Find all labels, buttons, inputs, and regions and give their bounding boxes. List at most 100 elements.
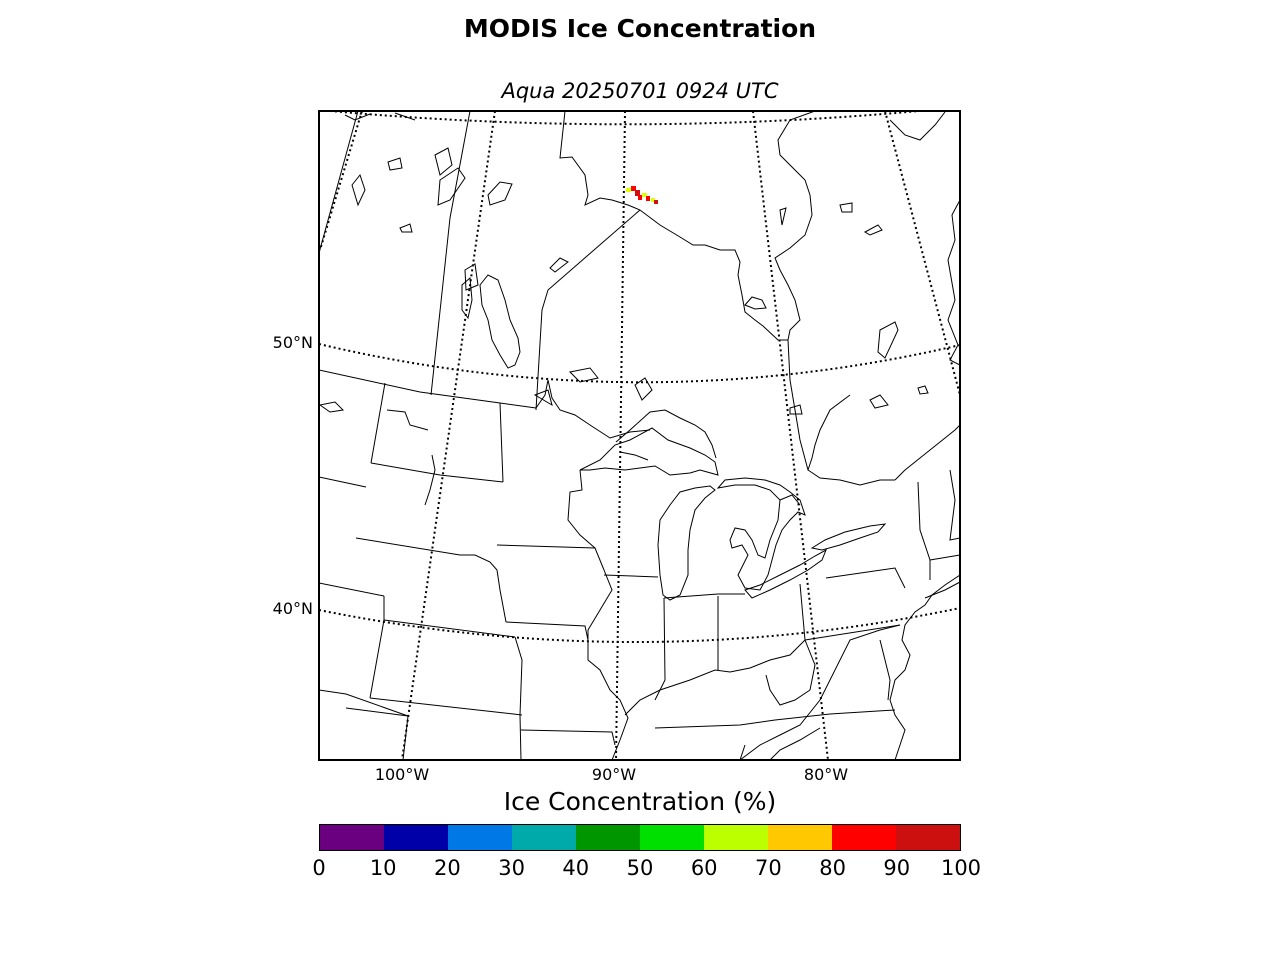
longitude-line-70w bbox=[884, 111, 960, 396]
alberta-lakes bbox=[319, 401, 345, 413]
quebec-lake-3 bbox=[877, 321, 899, 359]
lake-ontario bbox=[810, 523, 887, 551]
lake-nipigon bbox=[634, 377, 653, 401]
boundary-pa-ny bbox=[825, 567, 906, 589]
boundary-ne-ia bbox=[496, 569, 507, 623]
boundary-nm-ok bbox=[319, 689, 409, 760]
colorbar-segment bbox=[320, 825, 384, 850]
ice-pixel bbox=[654, 200, 658, 204]
colorbar-tick-label: 10 bbox=[369, 856, 397, 880]
colorbar-tick-label: 60 bbox=[690, 856, 718, 880]
longitude-label-100w: 100°W bbox=[374, 765, 430, 784]
colorbar-tick-label: 40 bbox=[562, 856, 590, 880]
graticule bbox=[319, 111, 960, 760]
lake-erie bbox=[744, 548, 827, 599]
nw-lakes-2 bbox=[394, 112, 416, 121]
boundary-panhandle bbox=[345, 707, 409, 717]
figure-subtitle: Aqua 20250701 0924 UTC bbox=[501, 79, 779, 103]
boundary-alberta-sask bbox=[319, 111, 359, 254]
boundary-ks-mo bbox=[514, 636, 523, 760]
sask-small-lakes bbox=[399, 223, 413, 233]
longitude-line-100w bbox=[401, 111, 496, 760]
latitude-line-50n bbox=[319, 343, 960, 384]
colorbar-tick-label: 100 bbox=[940, 856, 982, 880]
ice-detections bbox=[626, 186, 658, 204]
longitude-line-90w bbox=[615, 111, 626, 760]
ice-pixel bbox=[626, 188, 631, 192]
lake-superior bbox=[579, 427, 719, 476]
lake-mille-lacs bbox=[619, 451, 649, 461]
boundary-ontario-quebec bbox=[787, 339, 895, 486]
boundary-mt-nd bbox=[370, 382, 386, 464]
colorbar-segment bbox=[384, 825, 448, 850]
boundary-ky-tn bbox=[654, 709, 896, 729]
boundary-mississippi bbox=[587, 569, 629, 760]
colorbar-tick-label: 80 bbox=[819, 856, 846, 880]
rainy-lake bbox=[533, 389, 553, 407]
boundary-tn-south bbox=[739, 744, 746, 760]
boundary-nd-sd bbox=[370, 462, 504, 483]
nw-lakes-1 bbox=[344, 113, 371, 121]
colorbar-tick-label: 30 bbox=[498, 856, 525, 880]
boundary-mn-wi bbox=[567, 469, 596, 549]
boundary-me bbox=[949, 469, 960, 541]
colorbar-title: Ice Concentration (%) bbox=[503, 787, 777, 816]
lake-winnipeg bbox=[479, 274, 521, 369]
lake-nipissing bbox=[789, 404, 803, 415]
long-island bbox=[924, 581, 960, 599]
boundary-wi-il bbox=[603, 574, 659, 578]
georgian-bay bbox=[779, 494, 801, 506]
colorbar-tick-label: 90 bbox=[883, 856, 911, 880]
quebec-lake-5 bbox=[869, 394, 889, 409]
latitude-line-40n bbox=[319, 607, 960, 643]
boundary-wy-co bbox=[319, 582, 385, 597]
colorbar-tick-label: 70 bbox=[755, 856, 782, 880]
colorbar-segment bbox=[768, 825, 832, 850]
atlantic-coast bbox=[889, 574, 960, 760]
akimiski-island bbox=[779, 207, 787, 226]
lake-michigan bbox=[657, 485, 716, 601]
colorbar-segment bbox=[576, 825, 640, 850]
quebec-lake-4 bbox=[917, 385, 929, 395]
boundary-ne-ks bbox=[383, 619, 516, 638]
quebec-lake-2 bbox=[863, 224, 883, 236]
boundary-co-east bbox=[369, 596, 385, 699]
border-us-canada-west bbox=[319, 369, 537, 409]
longitude-label-90w: 90°W bbox=[591, 765, 637, 784]
quebec-east-coast bbox=[947, 199, 960, 366]
lake-manitoba bbox=[461, 276, 473, 320]
boundary-mn-ia bbox=[496, 544, 605, 571]
ice-pixel bbox=[646, 196, 650, 201]
boundary-ny-vt-nh bbox=[917, 481, 931, 580]
boundary-il-in bbox=[654, 597, 666, 701]
colorbar-segment bbox=[832, 825, 896, 850]
lac-seul bbox=[568, 367, 599, 383]
boundary-vt-ma bbox=[929, 554, 960, 561]
boundary-manitoba-ontario bbox=[535, 209, 641, 411]
latitude-label-50n: 50°N bbox=[272, 333, 313, 352]
boundary-mo-ar bbox=[520, 729, 616, 746]
quebec-lake-1 bbox=[839, 202, 853, 213]
chesapeake-bay bbox=[879, 639, 891, 701]
boundary-ia-mo bbox=[505, 621, 589, 641]
lake-superior-north-shore bbox=[615, 409, 717, 459]
colorbar-segment bbox=[896, 825, 960, 850]
border-st-lawrence bbox=[894, 424, 960, 481]
reindeer-lake bbox=[434, 147, 453, 176]
southern-indian-lake bbox=[487, 181, 513, 206]
map-frame bbox=[318, 110, 961, 761]
boundary-nd-mn bbox=[499, 402, 504, 483]
latitude-line-60n bbox=[319, 111, 930, 126]
ice-pixel bbox=[638, 195, 642, 200]
latitude-label-40n: 40°N bbox=[272, 599, 313, 618]
figure-title: MODIS Ice Concentration bbox=[463, 14, 817, 43]
longitude-line-110w bbox=[319, 111, 363, 251]
sd-reservoir bbox=[424, 454, 436, 506]
james-bay-island bbox=[744, 296, 767, 310]
ice-pixel bbox=[651, 198, 655, 202]
boundary-mi-in-oh bbox=[663, 593, 745, 599]
lake-athabasca-area bbox=[351, 173, 366, 207]
cedar-lake bbox=[464, 263, 479, 291]
lake-huron bbox=[716, 477, 806, 591]
